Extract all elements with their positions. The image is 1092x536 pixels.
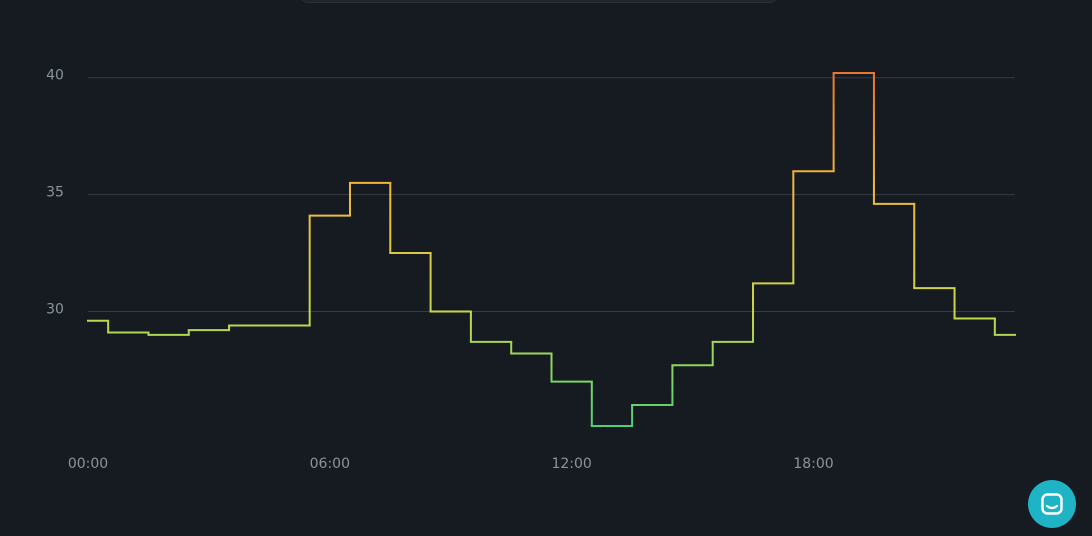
y-tick-label: 30 [46,301,64,317]
y-tick-label: 40 [46,68,64,84]
chat-icon [1041,493,1063,515]
x-tick-label: 18:00 [793,456,833,472]
y-tick-label: 35 [46,185,64,201]
x-tick-label: 06:00 [310,456,350,472]
x-tick-label: 00:00 [68,456,108,472]
chat-button[interactable] [1028,480,1076,528]
x-tick-label: 12:00 [551,456,591,472]
top-tab [300,0,778,3]
